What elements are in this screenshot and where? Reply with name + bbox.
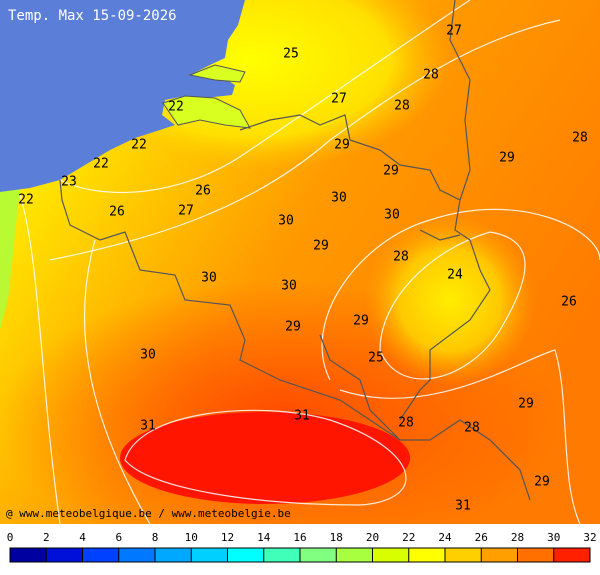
contour-label: 22 bbox=[93, 157, 109, 172]
scale-tick-label: 32 bbox=[583, 531, 596, 544]
contour-label: 30 bbox=[384, 208, 400, 223]
scale-segment bbox=[481, 548, 518, 562]
contour-label: 27 bbox=[446, 24, 462, 39]
contour-label: 30 bbox=[140, 348, 156, 363]
contour-label: 28 bbox=[394, 99, 410, 114]
contour-label: 27 bbox=[331, 92, 347, 107]
hottest-zone bbox=[120, 412, 410, 504]
scale-segment bbox=[155, 548, 192, 562]
contour-label: 29 bbox=[499, 151, 515, 166]
scale-segment bbox=[46, 548, 83, 562]
contour-label: 31 bbox=[294, 409, 310, 424]
scale-frame bbox=[9, 547, 591, 563]
scale-tick-label: 24 bbox=[438, 531, 452, 544]
cool-zone bbox=[365, 215, 535, 385]
scale-tick-label: 6 bbox=[115, 531, 122, 544]
scale-segment bbox=[445, 548, 482, 562]
scale-segment bbox=[227, 548, 264, 562]
contour-label: 26 bbox=[109, 205, 125, 220]
contour-label: 25 bbox=[283, 47, 299, 62]
scale-tick-label: 4 bbox=[79, 531, 86, 544]
credit: @ www.meteobelgique.be / www.meteobelgie… bbox=[6, 507, 291, 520]
map-area bbox=[0, 0, 600, 560]
contour-label: 27 bbox=[178, 204, 194, 219]
contour-label: 25 bbox=[368, 351, 384, 366]
scale-tick-label: 22 bbox=[402, 531, 415, 544]
contour-label: 28 bbox=[398, 416, 414, 431]
scale-tick-label: 12 bbox=[221, 531, 234, 544]
contour-label: 30 bbox=[281, 279, 297, 294]
scale-tick-label: 8 bbox=[152, 531, 159, 544]
contour-label: 28 bbox=[464, 421, 480, 436]
contour-label: 26 bbox=[561, 295, 577, 310]
contour-label: 31 bbox=[455, 499, 471, 514]
contour-label: 24 bbox=[447, 268, 463, 283]
scale-segment bbox=[300, 548, 337, 562]
islands bbox=[162, 64, 251, 129]
scale-tick-label: 14 bbox=[257, 531, 271, 544]
contour-label: 28 bbox=[572, 131, 588, 146]
contour-label: 22 bbox=[168, 100, 184, 115]
scale-segment bbox=[336, 548, 373, 562]
contour-label: 29 bbox=[383, 164, 399, 179]
scale-tick-label: 16 bbox=[293, 531, 306, 544]
contour-label: 30 bbox=[278, 214, 294, 229]
contour-label: 23 bbox=[61, 175, 77, 190]
contour-label: 29 bbox=[353, 314, 369, 329]
contour-label: 31 bbox=[140, 419, 156, 434]
scale-tick-label: 0 bbox=[7, 531, 14, 544]
map-title: Temp. Max 15-09-2026 bbox=[8, 8, 177, 24]
scale-tick-label: 28 bbox=[511, 531, 524, 544]
scale-tick-label: 18 bbox=[330, 531, 343, 544]
green-edge bbox=[0, 188, 20, 330]
scale-segment bbox=[408, 548, 445, 562]
scale-tick-label: 30 bbox=[547, 531, 560, 544]
contour-label: 22 bbox=[131, 138, 147, 153]
contour-label: 29 bbox=[285, 320, 301, 335]
contour-label: 29 bbox=[534, 475, 550, 490]
contour-label: 29 bbox=[334, 138, 350, 153]
sea bbox=[0, 0, 245, 192]
scale-segment bbox=[82, 548, 119, 562]
scale-segment bbox=[372, 548, 409, 562]
scale-tick-label: 10 bbox=[185, 531, 198, 544]
contour-label: 29 bbox=[313, 239, 329, 254]
contour-label: 30 bbox=[331, 191, 347, 206]
contour-label: 26 bbox=[195, 184, 211, 199]
scale-tick-label: 2 bbox=[43, 531, 50, 544]
scale-tick-label: 26 bbox=[475, 531, 488, 544]
scale-segment bbox=[10, 548, 47, 562]
scale-tick-label: 20 bbox=[366, 531, 379, 544]
scale-segment bbox=[118, 548, 155, 562]
contour-label: 28 bbox=[423, 68, 439, 83]
scale-segment bbox=[517, 548, 554, 562]
contour-label: 28 bbox=[393, 250, 409, 265]
contour-label: 22 bbox=[18, 193, 34, 208]
contour-label: 30 bbox=[201, 271, 217, 286]
contour-label: 29 bbox=[518, 397, 534, 412]
scale-segment bbox=[191, 548, 228, 562]
scale-segment bbox=[263, 548, 300, 562]
scale-segment bbox=[553, 548, 590, 562]
